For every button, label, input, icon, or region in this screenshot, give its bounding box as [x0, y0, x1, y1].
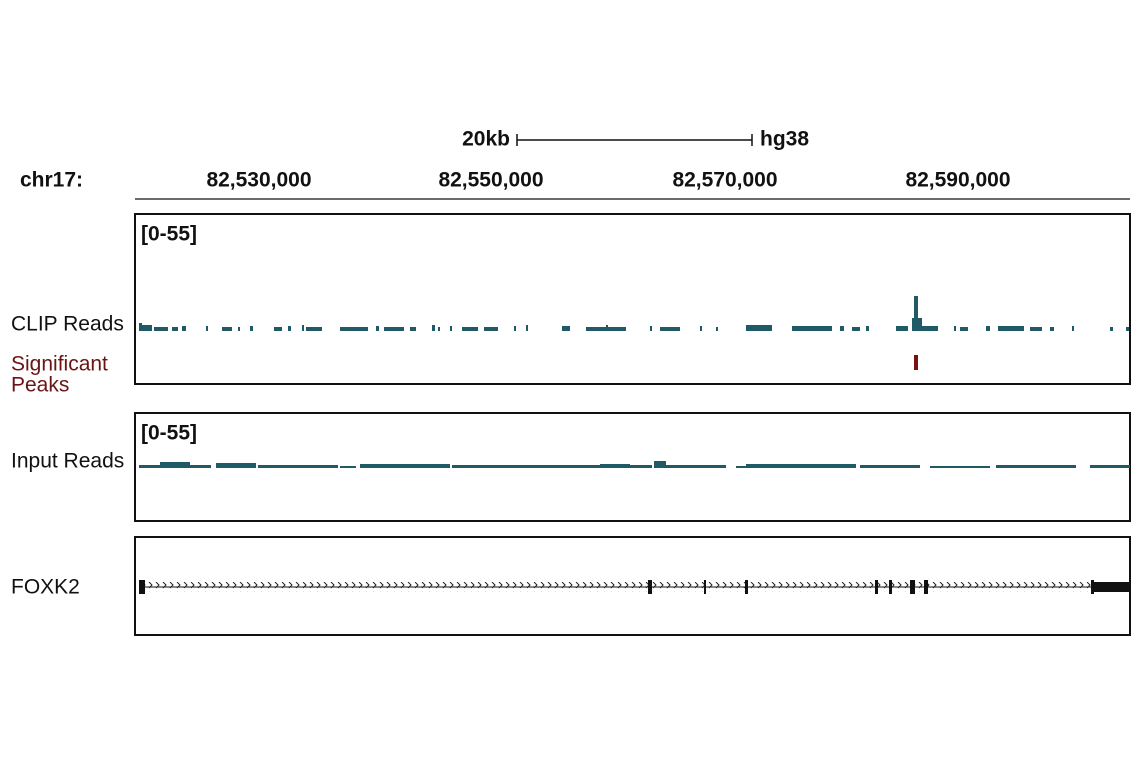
- chromosome: chr17:: [20, 169, 83, 192]
- track-label: Peaks: [11, 374, 69, 397]
- track-range: [0-55]: [141, 422, 197, 445]
- ruler-tick-label: 82,550,000: [438, 169, 543, 192]
- input-coverage: [139, 461, 1130, 468]
- track-label: Input Reads: [11, 450, 124, 473]
- scale-length: 20kb: [462, 128, 510, 151]
- gene-model: [139, 580, 1130, 594]
- ruler-tick-label: 82,530,000: [206, 169, 311, 192]
- ruler-tick-label: 82,590,000: [905, 169, 1010, 192]
- track-label: Significant: [11, 353, 108, 376]
- scale-bar: [516, 134, 753, 146]
- clip-coverage: [139, 296, 1129, 331]
- assembly: hg38: [760, 128, 809, 151]
- track-range: [0-55]: [141, 223, 197, 246]
- clip-track-box: [134, 213, 1131, 385]
- ruler-tick-label: 82,570,000: [672, 169, 777, 192]
- track-label: CLIP Reads: [11, 313, 124, 336]
- significant-peak: [914, 355, 918, 370]
- track-label: FOXK2: [11, 576, 80, 599]
